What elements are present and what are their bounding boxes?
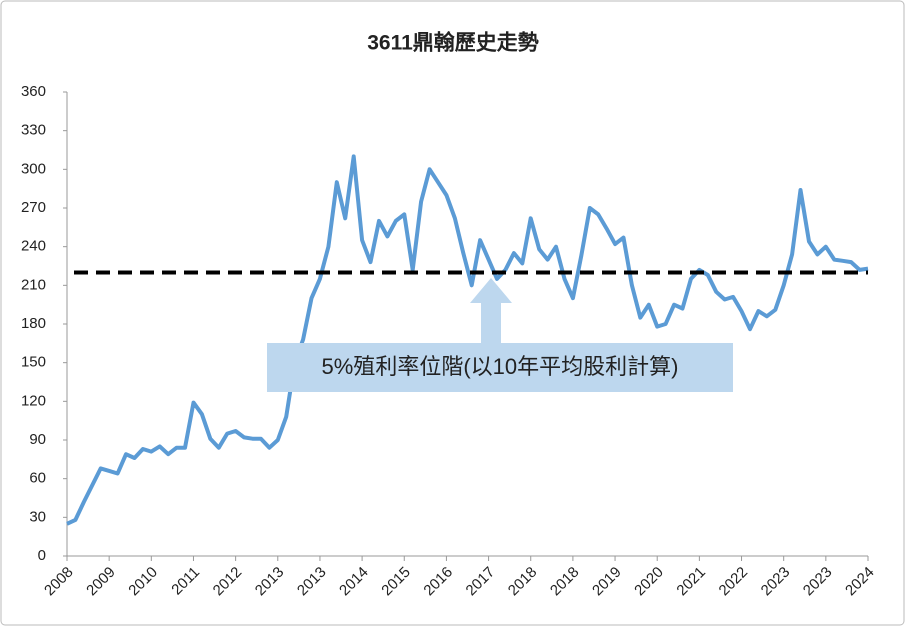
y-tick-label: 210: [21, 276, 46, 293]
y-tick-label: 150: [21, 354, 46, 371]
y-tick-label: 360: [21, 83, 46, 100]
annotation-box: [267, 343, 733, 392]
annotation-arrow: [470, 278, 512, 343]
line-series: [66, 154, 869, 526]
y-tick-label: 0: [38, 547, 46, 564]
y-tick-label: 60: [29, 470, 46, 487]
y-tick-label: 120: [21, 392, 46, 409]
y-tick-label: 30: [29, 508, 46, 525]
y-tick-label: 300: [21, 160, 46, 177]
chart-title: 3611鼎翰歷史走勢: [367, 31, 539, 55]
y-tick-label: 240: [21, 238, 46, 255]
annotation: 5%殖利率位階(以10年平均股利計算): [322, 354, 679, 379]
y-tick-label: 270: [21, 199, 46, 216]
y-tick-label: 90: [29, 431, 46, 448]
y-tick-label: 330: [21, 122, 46, 139]
y-tick-label: 180: [21, 315, 46, 332]
